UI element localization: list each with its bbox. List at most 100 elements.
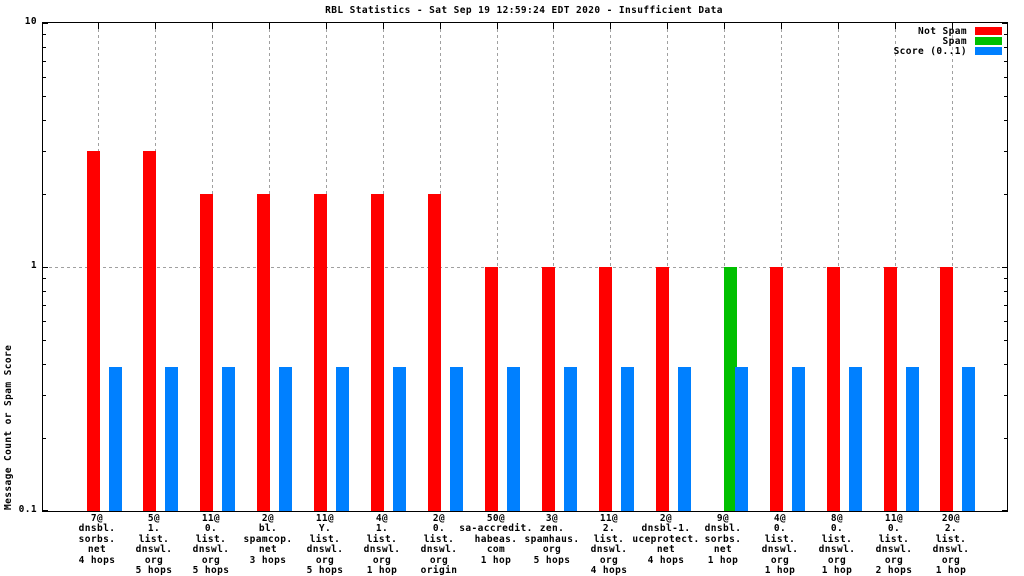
x-tick-label: 2@ bl. spamcop. net 3 hops bbox=[243, 513, 293, 566]
x-tick-label: 11@ 2. list. dnswl. org 4 hops bbox=[590, 513, 628, 576]
legend-label: Not Spam bbox=[918, 25, 967, 37]
bar-score bbox=[621, 367, 634, 511]
bar-score bbox=[678, 367, 691, 511]
bar-not-spam bbox=[940, 267, 953, 511]
bar-score bbox=[906, 367, 919, 511]
y-minor-tick-mark bbox=[43, 291, 46, 292]
x-tick-mark-top bbox=[97, 23, 99, 29]
bar-score bbox=[279, 367, 292, 511]
x-tick-label: 11@ 0. list. dnswl. org 5 hops bbox=[192, 513, 230, 576]
bar-not-spam bbox=[371, 194, 384, 511]
bar-not-spam bbox=[827, 267, 840, 511]
bar-not-spam bbox=[428, 194, 441, 511]
y-major-tick-mark bbox=[1002, 267, 1007, 268]
y-minor-tick-mark bbox=[1004, 438, 1007, 439]
y-minor-tick-mark bbox=[43, 77, 46, 78]
y-minor-tick-mark bbox=[1004, 305, 1007, 306]
bar-not-spam bbox=[257, 194, 270, 511]
bar-score bbox=[109, 367, 122, 511]
bar-not-spam bbox=[314, 194, 327, 511]
gridline-y-1 bbox=[43, 267, 1007, 268]
x-tick-label: 2@ dnsbl-1. uceprotect. net 4 hops bbox=[632, 513, 700, 566]
bar-score bbox=[393, 367, 406, 511]
y-minor-tick-mark bbox=[43, 395, 46, 396]
x-tick-label: 11@ 0. list. dnswl. org 2 hops bbox=[875, 513, 913, 576]
legend-swatch-score-0-1- bbox=[975, 47, 1002, 55]
legend-swatch-not-spam bbox=[975, 27, 1002, 35]
legend-item: Spam bbox=[894, 35, 1002, 47]
x-tick-mark-top bbox=[951, 23, 953, 29]
x-tick-label: 9@ dnsbl. sorbs. net 1 hop bbox=[704, 513, 742, 566]
bar-score bbox=[792, 367, 805, 511]
legend-item: Not Spam bbox=[894, 25, 1002, 37]
y-major-tick-mark bbox=[1002, 510, 1007, 511]
y-minor-tick-mark bbox=[1004, 47, 1007, 48]
bar-score bbox=[450, 367, 463, 511]
bar-not-spam bbox=[599, 267, 612, 511]
y-minor-tick-mark bbox=[1004, 96, 1007, 97]
x-tick-label: 3@ zen. spamhaus. org 5 hops bbox=[524, 513, 580, 566]
y-minor-tick-mark bbox=[43, 364, 46, 365]
y-minor-tick-mark bbox=[1004, 395, 1007, 396]
y-minor-tick-mark bbox=[43, 321, 46, 322]
x-tick-mark-top bbox=[268, 23, 270, 29]
y-minor-tick-mark bbox=[43, 47, 46, 48]
legend-label: Score (0..1) bbox=[893, 45, 967, 57]
y-minor-tick-mark bbox=[1004, 34, 1007, 35]
legend-swatch-spam bbox=[975, 37, 1002, 45]
x-tick-mark-top bbox=[780, 23, 782, 29]
y-tick-label: 0.1 bbox=[18, 504, 37, 515]
y-minor-tick-mark bbox=[1004, 278, 1007, 279]
x-tick-mark-top bbox=[666, 23, 668, 29]
plot-area: Not Spam Spam Score (0..1) bbox=[42, 22, 1008, 512]
y-minor-tick-mark bbox=[43, 61, 46, 62]
x-tick-mark-top bbox=[496, 23, 498, 29]
bar-score bbox=[849, 367, 862, 511]
x-tick-label: 4@ 0. list. dnswl. org 1 hop bbox=[761, 513, 799, 576]
y-minor-tick-mark bbox=[1004, 120, 1007, 121]
x-tick-label: 50@ sa-accredit. habeas. com 1 hop bbox=[459, 513, 533, 566]
y-major-tick-mark bbox=[43, 267, 48, 268]
bar-not-spam bbox=[87, 151, 100, 511]
bar-score bbox=[735, 367, 748, 511]
bar-not-spam bbox=[770, 267, 783, 511]
y-minor-tick-mark bbox=[43, 305, 46, 306]
y-minor-tick-mark bbox=[1004, 340, 1007, 341]
bar-score bbox=[962, 367, 975, 511]
y-minor-tick-mark bbox=[43, 120, 46, 121]
y-major-tick-mark bbox=[43, 23, 48, 24]
y-major-tick-mark bbox=[43, 510, 48, 511]
y-tick-label: 1 bbox=[30, 260, 37, 271]
bar-score bbox=[222, 367, 235, 511]
y-minor-tick-mark bbox=[43, 151, 46, 152]
x-tick-label: 20@ 2. list. dnswl. org 1 hop bbox=[932, 513, 970, 576]
x-tick-label: 7@ dnsbl. sorbs. net 4 hops bbox=[78, 513, 116, 566]
x-tick-label: 8@ 0. list. dnswl. org 1 hop bbox=[818, 513, 856, 576]
x-tick-label: 2@ 0. list. dnswl. org origin bbox=[420, 513, 458, 576]
x-tick-mark-top bbox=[382, 23, 384, 29]
bar-not-spam bbox=[143, 151, 156, 511]
x-tick-mark-top bbox=[723, 23, 725, 29]
y-minor-tick-mark bbox=[1004, 61, 1007, 62]
y-minor-tick-mark bbox=[1004, 151, 1007, 152]
chart-title: RBL Statistics - Sat Sep 19 12:59:24 EDT… bbox=[325, 5, 723, 16]
bar-not-spam bbox=[656, 267, 669, 511]
y-minor-tick-mark bbox=[1004, 77, 1007, 78]
x-tick-mark-top bbox=[211, 23, 213, 29]
y-minor-tick-mark bbox=[43, 34, 46, 35]
x-tick-mark-top bbox=[325, 23, 327, 29]
y-minor-tick-mark bbox=[1004, 321, 1007, 322]
bar-spam bbox=[724, 267, 737, 511]
x-tick-mark-top bbox=[552, 23, 554, 29]
legend-label: Spam bbox=[942, 35, 967, 47]
bar-score bbox=[564, 367, 577, 511]
y-tick-label: 10 bbox=[24, 16, 37, 27]
bar-not-spam bbox=[884, 267, 897, 511]
x-tick-mark-top bbox=[439, 23, 441, 29]
x-tick-mark-top bbox=[894, 23, 896, 29]
legend: Not Spam Spam Score (0..1) bbox=[893, 25, 1002, 57]
y-minor-tick-mark bbox=[1004, 364, 1007, 365]
x-tick-label: 4@ 1. list. dnswl. org 1 hop bbox=[363, 513, 401, 576]
y-minor-tick-mark bbox=[43, 96, 46, 97]
